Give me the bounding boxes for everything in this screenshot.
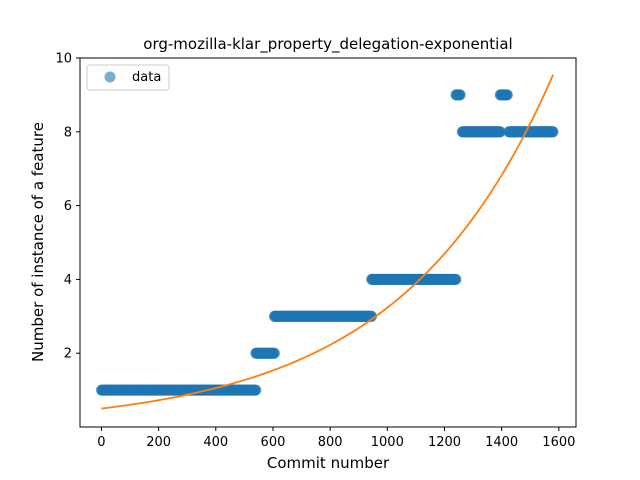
data-point-2-169 [366,310,378,322]
data-point-7-77 [547,126,559,138]
data-point-0-269 [250,384,262,396]
y-tick-label-2: 2 [64,347,72,362]
data-point-4-7 [454,89,466,101]
data-point-5-66 [494,126,506,138]
x-tick-label-800: 800 [318,435,343,450]
legend-label-data: data [132,70,161,85]
legend-marker-data [104,71,116,83]
data-point-6-12 [501,89,513,101]
x-tick-label-1000: 1000 [371,435,404,450]
legend: data [86,64,170,91]
plot-area [95,74,559,410]
legend-box [86,64,170,91]
x-tick-label-1600: 1600 [542,435,575,450]
y-tick-label-8: 8 [64,125,72,140]
x-tick-label-0: 0 [97,435,105,450]
y-axis-label: Number of instance of a feature [29,122,47,362]
y-tick-label-4: 4 [64,273,72,288]
y-tick-label-10: 10 [55,52,72,67]
axes-frame [79,57,577,428]
x-axis-label: Commit number [267,454,390,472]
x-tick-label-400: 400 [203,435,228,450]
data-point-1-32 [268,347,280,359]
y-tick-label-6: 6 [64,199,72,214]
x-tick-label-600: 600 [261,435,286,450]
x-tick-label-1200: 1200 [428,435,461,450]
x-tick-label-200: 200 [146,435,171,450]
x-tick-label-1400: 1400 [485,435,518,450]
axis-ticks: 0 200 400 600 800 1000 1200 1400 1600 2 4 6 8 10 [55,52,575,451]
fit-line [101,74,554,410]
chart-title: org-mozilla-klar_property_delegation-exp… [143,35,512,54]
data-point-3-147 [450,273,462,285]
